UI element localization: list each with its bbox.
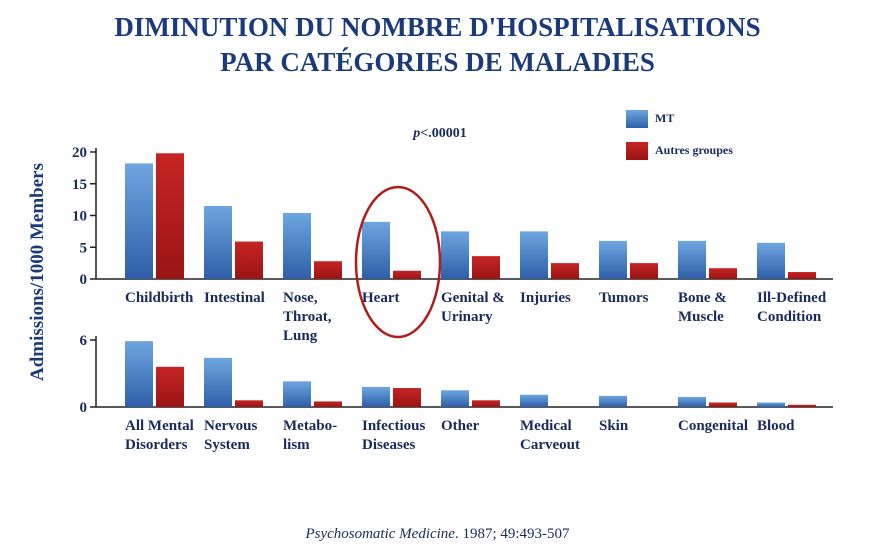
source-reference: . 1987; 49:493-507 (454, 526, 570, 542)
category-label: Carveout (520, 437, 580, 453)
legend-label-autres-groupes: Autres groupes (655, 143, 733, 157)
category-label: Throat, (283, 309, 332, 325)
bar-mt (441, 390, 469, 407)
bar-mt (441, 231, 469, 279)
category-label: System (204, 437, 250, 453)
category-label: Metabo- (283, 418, 337, 434)
bar-mt (678, 240, 706, 279)
bar-mt (757, 242, 785, 279)
category-label: Disorders (125, 437, 188, 453)
category-label: Injuries (520, 290, 571, 306)
category-label: Nervous (204, 418, 257, 434)
bar-autres-groupes (709, 402, 737, 407)
bar-autres-groupes (156, 366, 184, 407)
chart-title-line-1: DIMINUTION DU NOMBRE D'HOSPITALISATIONS (114, 12, 761, 42)
y-tick-label: 15 (72, 177, 87, 193)
bar-mt (283, 381, 311, 407)
bar-autres-groupes (788, 272, 816, 279)
bar-mt (520, 231, 548, 279)
bar-mt (520, 394, 548, 407)
bar-autres-groupes (314, 401, 342, 407)
category-label: Childbirth (125, 290, 194, 306)
category-label: Muscle (678, 309, 724, 325)
legend-label-mt: MT (655, 111, 674, 125)
category-label: All Mental (125, 418, 194, 434)
category-label: Tumors (599, 290, 649, 306)
heart-highlight-ellipse (354, 185, 442, 339)
category-label: Infectious (362, 418, 425, 434)
bar-mt (362, 386, 390, 407)
category-label: Heart (362, 290, 399, 306)
source-journal: Psychosomatic Medicine (305, 526, 455, 542)
bar-mt (125, 163, 153, 279)
category-label: Condition (757, 309, 822, 325)
y-tick-label: 10 (72, 209, 87, 225)
category-label: Ill-Defined (757, 290, 827, 306)
category-label: lism (283, 437, 310, 453)
category-label: Skin (599, 418, 629, 434)
category-label: Intestinal (204, 290, 265, 306)
category-label: Blood (757, 418, 795, 434)
legend-swatch-autres-groupes (626, 142, 648, 160)
y-axis-title: Admissions/1000 Members (27, 163, 48, 381)
bar-autres-groupes (551, 263, 579, 279)
bar-mt (125, 341, 153, 407)
bar-mt (599, 395, 627, 407)
bar-autres-groupes (235, 400, 263, 407)
chart-title-line-2: PAR CATÉGORIES DE MALADIES (220, 47, 655, 77)
category-label: Medical (520, 418, 572, 434)
y-tick-label: 0 (80, 272, 88, 288)
bar-autres-groupes (314, 261, 342, 279)
y-tick-label: 5 (80, 240, 88, 256)
bar-mt (204, 357, 232, 407)
bar-autres-groupes (472, 256, 500, 279)
category-label: Urinary (441, 309, 493, 325)
bar-mt (362, 221, 390, 279)
source-citation: Psychosomatic Medicine. 1987; 49:493-507 (0, 526, 875, 543)
bar-autres-groupes (472, 400, 500, 407)
category-label: Congenital (678, 418, 748, 434)
bar-autres-groupes (393, 270, 421, 279)
category-label: Genital & (441, 290, 505, 306)
bar-autres-groupes (235, 241, 263, 279)
y-tick-label: 0 (80, 400, 88, 416)
p-value-annotation: p<.00001 (412, 126, 466, 141)
bar-mt (204, 205, 232, 279)
y-tick-label: 6 (80, 333, 88, 349)
category-label: Nose, (283, 290, 318, 306)
bar-autres-groupes (630, 263, 658, 279)
legend-swatch-mt (626, 110, 648, 128)
category-label: Lung (283, 328, 318, 344)
bar-mt (757, 402, 785, 407)
bar-mt (283, 212, 311, 279)
bar-autres-groupes (788, 404, 816, 407)
category-label: Other (441, 418, 480, 434)
bar-autres-groupes (156, 153, 184, 279)
category-label: Diseases (362, 437, 415, 453)
category-label: Bone & (678, 290, 727, 306)
bar-autres-groupes (709, 268, 737, 279)
bar-autres-groupes (393, 388, 421, 407)
y-tick-label: 20 (72, 145, 87, 161)
bar-mt (599, 240, 627, 279)
bar-mt (678, 396, 706, 407)
